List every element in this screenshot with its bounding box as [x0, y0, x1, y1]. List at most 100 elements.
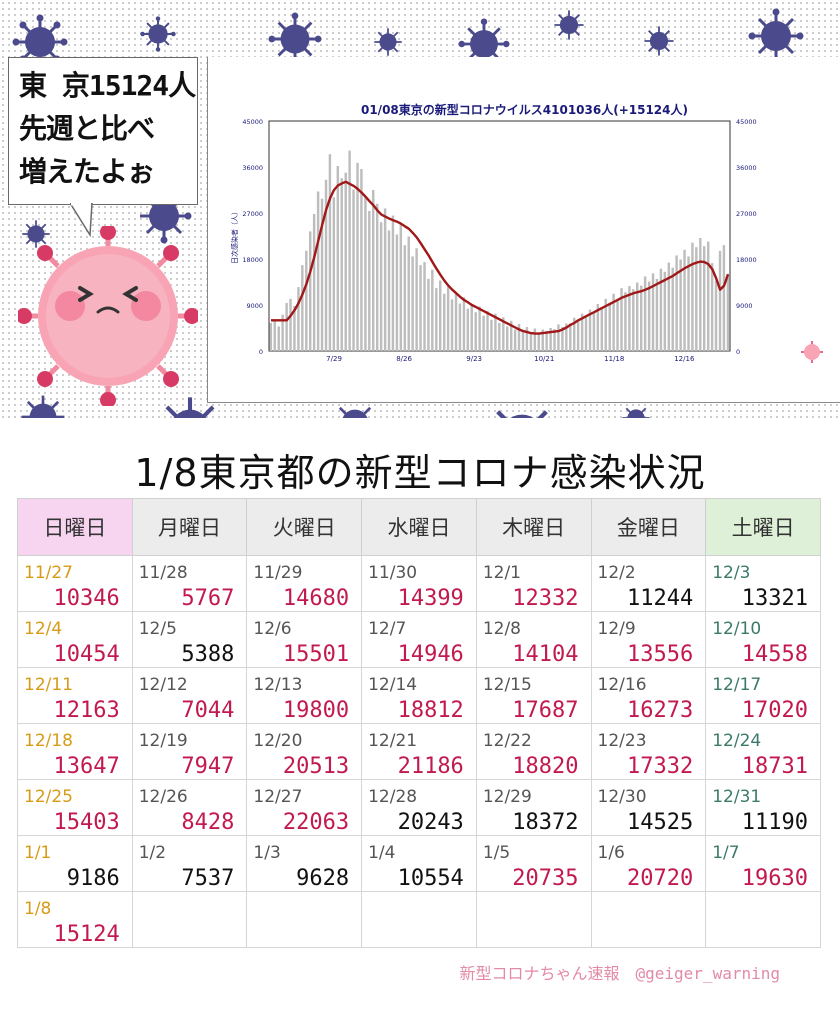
day-cell: 1/1 9186 — [17, 835, 133, 892]
bar — [537, 334, 540, 351]
bar — [458, 303, 462, 351]
cell-count: 12332 — [512, 586, 579, 611]
cell-count: 20735 — [512, 866, 579, 891]
bar — [608, 303, 611, 351]
bar — [549, 328, 552, 351]
day-cell: 11/28 5767 — [131, 555, 248, 612]
bar — [498, 322, 501, 351]
cell-count: 19630 — [741, 866, 808, 891]
bar — [647, 281, 651, 351]
day-cell: 12/31 11190 — [705, 779, 821, 836]
cell-count: 8428 — [181, 810, 235, 835]
bar — [423, 262, 426, 351]
bar — [506, 326, 509, 351]
bar — [714, 280, 718, 351]
table-row: 12/11 12163 12/12 7044 12/13 19800 12/14 18812 1… — [17, 667, 821, 724]
cell-date: 12/26 — [138, 787, 188, 807]
day-cell: 12/28 20243 — [361, 779, 477, 836]
bar — [391, 215, 395, 351]
header-friday: 金曜日 — [590, 498, 707, 556]
bar — [612, 293, 615, 351]
bar — [395, 234, 399, 351]
cell-date: 12/10 — [712, 619, 762, 639]
day-cell: 12/6 15501 — [246, 611, 363, 668]
day-cell: 12/7 14946 — [361, 611, 477, 668]
y-axis-label: 日次感染者（人） — [230, 208, 239, 264]
cell-date: 12/5 — [138, 619, 177, 639]
cell-date: 11/29 — [253, 563, 303, 583]
bar — [340, 178, 343, 351]
bar — [683, 249, 686, 351]
bar — [376, 203, 379, 351]
day-cell: 11/27 10346 — [17, 555, 133, 612]
chart-title: 01/08東京の新型コロナウイルス4101036人(+15124人) — [360, 103, 688, 117]
bar — [352, 189, 355, 351]
bar — [474, 312, 477, 351]
bar — [446, 286, 450, 351]
virus-icon — [268, 12, 322, 66]
bar — [722, 245, 726, 351]
day-cell — [705, 891, 821, 948]
x-tick-label: 7/29 — [326, 355, 342, 363]
bubble-line-2: 先週と比べ — [19, 112, 155, 145]
mini-mascot-icon — [801, 341, 823, 363]
bar — [604, 298, 607, 351]
bar — [643, 276, 647, 351]
bar — [695, 247, 698, 351]
bar — [466, 308, 470, 351]
bar — [316, 191, 320, 351]
cell-count: 16273 — [626, 698, 694, 723]
header-wednesday: 水曜日 — [361, 498, 477, 556]
y-tick-label-left: 9000 — [246, 302, 263, 310]
cell-count: 22063 — [282, 810, 350, 835]
cell-date: 1/1 — [24, 843, 52, 863]
cell-count: 7947 — [181, 754, 235, 779]
cell-date: 12/13 — [253, 675, 303, 695]
cell-count: 15124 — [53, 922, 120, 947]
cell-date: 12/3 — [712, 563, 751, 583]
cell-count: 15501 — [282, 642, 350, 667]
cell-count: 19800 — [282, 698, 350, 723]
cell-date: 12/28 — [368, 787, 418, 807]
bar — [277, 326, 280, 351]
y-tick-label-left: 27000 — [242, 210, 263, 218]
day-cell: 12/5 5388 — [131, 611, 248, 668]
cell-count: 11190 — [741, 810, 808, 835]
day-cell: 12/11 12163 — [17, 667, 133, 724]
bar — [710, 263, 714, 351]
cell-date: 12/11 — [24, 675, 73, 695]
cell-date: 12/1 — [482, 563, 521, 583]
cell-count: 14104 — [512, 642, 579, 667]
y-tick-label-right: 0 — [736, 348, 740, 356]
cell-date: 12/23 — [597, 731, 647, 751]
table-row: 1/1 9186 1/2 7537 1/3 9628 1/4 10554 1/5 20735 1/6… — [17, 835, 821, 892]
bar — [360, 169, 363, 351]
day-cell: 12/13 19800 — [246, 667, 363, 724]
cell-date: 12/12 — [138, 675, 188, 695]
cell-date: 12/25 — [24, 787, 73, 807]
bubble-line-3: 増えたよぉ — [19, 155, 155, 188]
bar — [399, 223, 403, 351]
day-cell — [590, 891, 707, 948]
bar — [478, 306, 481, 351]
bar — [691, 242, 694, 351]
cell-date: 12/29 — [482, 787, 532, 807]
cell-date: 12/7 — [368, 619, 407, 639]
header-sunday: 日曜日 — [17, 498, 133, 556]
day-cell — [131, 891, 248, 948]
bar — [403, 245, 407, 351]
bar — [541, 329, 544, 351]
cell-count: 14946 — [397, 642, 464, 667]
virus-icon — [374, 28, 402, 56]
cell-count: 14680 — [282, 586, 350, 611]
y-tick-label-left: 36000 — [242, 164, 263, 172]
day-cell: 12/4 10454 — [17, 611, 133, 668]
cell-date: 12/20 — [253, 731, 303, 751]
header-tuesday: 火曜日 — [246, 498, 363, 556]
header-saturday: 土曜日 — [705, 498, 821, 556]
table-row: 11/27 10346 11/28 5767 11/29 14680 11/30 14399 1… — [17, 555, 821, 612]
bar — [580, 313, 584, 351]
day-cell: 1/6 20720 — [590, 835, 707, 892]
cell-date: 12/15 — [482, 675, 532, 695]
day-cell: 1/7 19630 — [705, 835, 821, 892]
